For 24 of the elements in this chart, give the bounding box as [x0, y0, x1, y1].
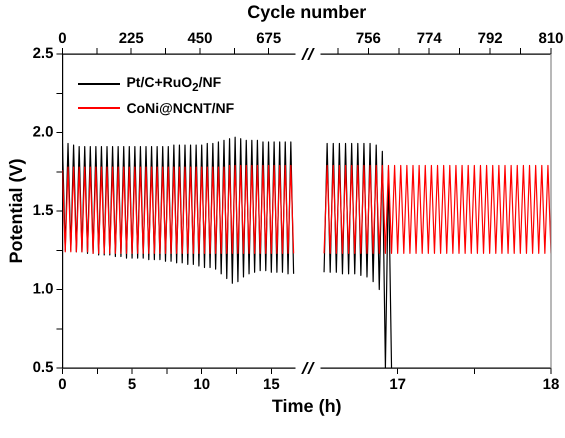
x2-tick-label: 810: [538, 30, 564, 48]
x2-tick-label: 450: [187, 30, 212, 48]
y-tick-label: 2.0: [32, 124, 54, 141]
x-tick-label: 18: [542, 376, 560, 394]
y-tick-label: 1.0: [32, 280, 54, 298]
x2-tick-label: 756: [356, 30, 381, 48]
x2-tick-label: 792: [478, 30, 503, 48]
x2-tick-label: 0: [58, 30, 67, 48]
x-tick-label: 15: [262, 376, 280, 394]
legend-label: Pt/C+RuO$_{2}$/NF: [126, 74, 222, 94]
x2-tick-label: 225: [118, 30, 144, 48]
x-axis-title: Time (h): [272, 396, 342, 417]
legend-label: CoNi@NCNT/NF: [126, 100, 234, 116]
x2-tick-label: 675: [256, 30, 282, 48]
y-tick-label: 0.5: [32, 359, 54, 376]
x-tick-label: 0: [58, 376, 67, 394]
x-tick-label: 10: [193, 376, 210, 394]
x2-tick-label: 774: [416, 30, 442, 48]
x-tick-label: 5: [128, 376, 136, 394]
x-tick-label: 17: [389, 376, 406, 394]
y-axis-title: Potential (V): [6, 158, 26, 264]
y-tick-label: 2.5: [32, 45, 54, 62]
y-tick-label: 1.5: [32, 202, 54, 220]
x2-axis-title: Cycle number: [247, 2, 366, 23]
